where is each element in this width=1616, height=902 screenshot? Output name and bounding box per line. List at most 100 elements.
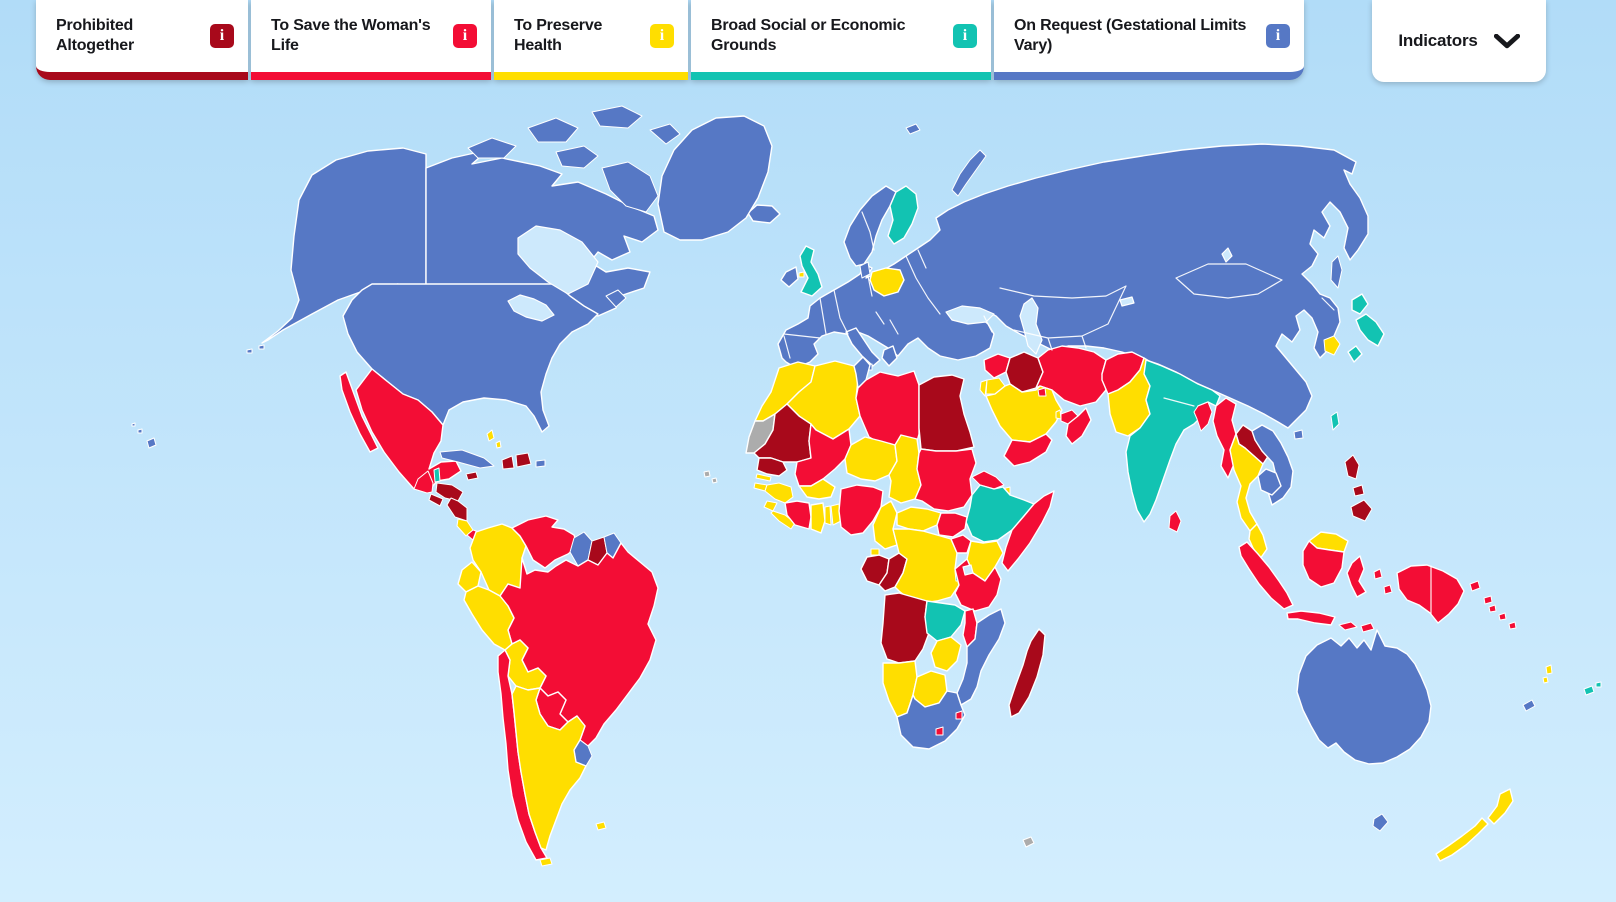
country-guinea[interactable] <box>764 482 794 504</box>
country-malaysia-peninsular[interactable] <box>1248 523 1268 560</box>
country-somalia[interactable] <box>1001 490 1055 572</box>
country-sierra-leone[interactable] <box>763 500 778 512</box>
country-nicaragua[interactable] <box>446 497 468 522</box>
country-bangladesh[interactable] <box>1193 401 1213 432</box>
info-icon[interactable]: i <box>210 24 234 48</box>
country-denmark[interactable] <box>859 261 871 279</box>
country-isle-of-man[interactable] <box>798 271 805 278</box>
country-vietnam[interactable] <box>1251 424 1294 506</box>
country-peru[interactable] <box>463 585 515 651</box>
country-oman[interactable] <box>1065 407 1092 445</box>
country-jamaica[interactable] <box>465 471 479 481</box>
country-svalbard[interactable] <box>905 123 921 135</box>
country-norway-sweden[interactable] <box>843 185 897 267</box>
country-png-islands[interactable] <box>1469 580 1493 605</box>
country-ghana[interactable] <box>810 502 826 534</box>
country-tasmania[interactable] <box>1372 813 1389 832</box>
country-lesotho[interactable] <box>935 726 944 736</box>
country-canada-arctic-islands[interactable] <box>467 105 681 213</box>
country-belize[interactable] <box>433 467 441 483</box>
country-indonesia-moluccas[interactable] <box>1373 568 1393 595</box>
country-new-zealand[interactable] <box>1435 788 1514 862</box>
legend-tab-broad-social-economic[interactable]: Broad Social or Economic Grounds i <box>691 0 991 80</box>
country-poland[interactable] <box>869 267 905 297</box>
country-newfoundland[interactable] <box>605 289 627 308</box>
country-togo[interactable] <box>824 505 832 526</box>
country-eritrea[interactable] <box>971 470 1005 490</box>
country-hawaii[interactable] <box>131 422 157 449</box>
country-finland[interactable] <box>887 185 919 245</box>
country-madagascar[interactable] <box>1008 628 1046 718</box>
country-sri-lanka[interactable] <box>1168 510 1182 533</box>
country-greece[interactable] <box>881 345 898 367</box>
country-novaya-zemlya[interactable] <box>951 149 987 197</box>
country-haiti[interactable] <box>501 455 515 470</box>
country-mozambique[interactable] <box>956 608 1006 706</box>
country-indonesia-sumatra[interactable] <box>1238 541 1294 610</box>
country-mexico-baja[interactable] <box>339 371 379 453</box>
info-icon[interactable]: i <box>953 24 977 48</box>
country-falkland-islands[interactable] <box>595 821 607 831</box>
country-eswatini[interactable] <box>955 710 963 720</box>
country-australia[interactable] <box>1296 629 1432 765</box>
legend-tab-save-womans-life[interactable]: To Save the Woman's Life i <box>251 0 491 80</box>
country-drc[interactable] <box>892 528 960 604</box>
country-equatorial-guinea[interactable] <box>870 548 880 556</box>
country-vanuatu[interactable] <box>1542 664 1553 684</box>
country-kerguelen[interactable] <box>1022 836 1035 848</box>
country-gambia[interactable] <box>755 473 772 482</box>
country-burkina-faso[interactable] <box>798 478 836 500</box>
legend-tab-preserve-health[interactable]: To Preserve Health i <box>494 0 688 80</box>
country-philippines[interactable] <box>1344 454 1373 522</box>
legend-tab-prohibited-altogether[interactable]: Prohibited Altogether i <box>36 0 248 80</box>
country-indonesia-sulawesi[interactable] <box>1346 555 1367 598</box>
country-ireland[interactable] <box>780 266 799 288</box>
country-cambodia[interactable] <box>1257 468 1282 496</box>
indicators-dropdown[interactable]: Indicators <box>1372 0 1546 82</box>
country-tierra-del-fuego[interactable] <box>539 857 553 867</box>
country-india[interactable] <box>1125 359 1221 523</box>
info-icon[interactable]: i <box>1266 24 1290 48</box>
country-yemen[interactable] <box>1003 433 1053 467</box>
country-qatar[interactable] <box>1055 409 1062 420</box>
country-kuwait[interactable] <box>1037 387 1047 397</box>
country-taiwan[interactable] <box>1330 411 1340 431</box>
country-south-sudan[interactable] <box>936 512 968 538</box>
country-indonesia-kalimantan[interactable] <box>1302 540 1345 588</box>
country-united-kingdom[interactable] <box>799 245 823 297</box>
country-costa-rica[interactable] <box>456 518 474 537</box>
country-cote-divoire[interactable] <box>784 500 812 530</box>
country-central-african-republic[interactable] <box>896 506 942 532</box>
country-dominican-republic[interactable] <box>515 452 532 468</box>
country-el-salvador[interactable] <box>428 493 444 507</box>
country-greenland[interactable] <box>657 115 773 241</box>
country-israel[interactable] <box>979 379 988 397</box>
legend-tab-on-request[interactable]: On Request (Gestational Limits Vary) i <box>994 0 1304 80</box>
country-puerto-rico[interactable] <box>535 459 546 468</box>
country-mexico[interactable] <box>355 368 462 493</box>
country-aleutians[interactable] <box>246 344 265 354</box>
country-japan[interactable] <box>1347 293 1385 363</box>
country-sakhalin[interactable] <box>1330 255 1343 289</box>
country-nigeria[interactable] <box>838 484 884 536</box>
country-saudi-arabia[interactable] <box>985 383 1063 443</box>
country-new-caledonia[interactable] <box>1522 699 1536 712</box>
country-solomon-islands[interactable] <box>1488 604 1517 630</box>
country-argentina[interactable] <box>511 685 587 851</box>
country-indonesia-lesser-sunda[interactable] <box>1338 621 1375 633</box>
country-cuba[interactable] <box>439 449 495 469</box>
country-egypt[interactable] <box>918 374 975 452</box>
country-zimbabwe[interactable] <box>930 636 962 672</box>
country-cape-verde[interactable] <box>703 470 718 484</box>
country-bahamas[interactable] <box>486 429 502 449</box>
country-zambia[interactable] <box>924 600 966 642</box>
country-senegal[interactable] <box>756 457 788 477</box>
country-italy[interactable] <box>845 327 881 367</box>
country-sudan[interactable] <box>914 448 977 512</box>
country-iceland[interactable] <box>747 204 781 224</box>
country-south-africa[interactable] <box>896 690 966 750</box>
country-south-korea[interactable] <box>1323 335 1341 356</box>
info-icon[interactable]: i <box>453 24 477 48</box>
country-angola[interactable] <box>880 592 930 664</box>
country-indonesia-java[interactable] <box>1286 610 1336 626</box>
